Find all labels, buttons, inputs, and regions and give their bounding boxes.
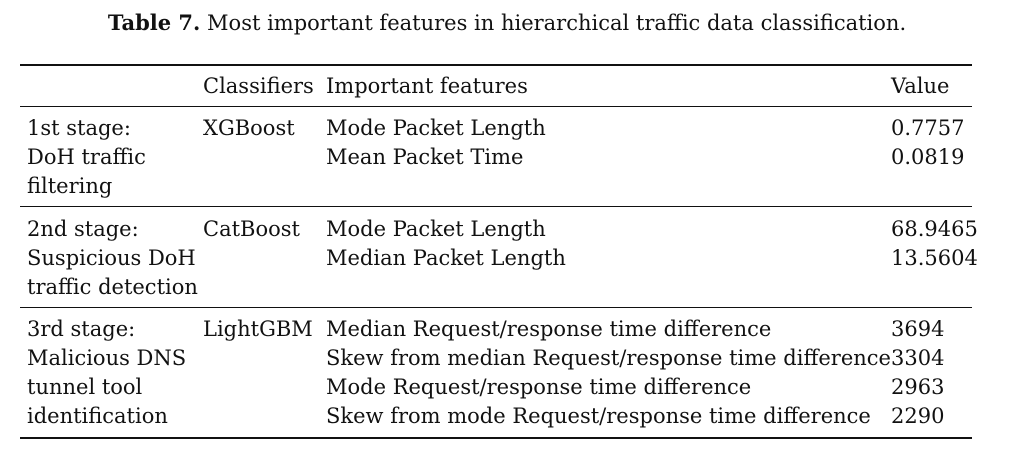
feature-cell: Mode Packet Length: [326, 116, 546, 140]
value-cell: 0.7757: [891, 116, 965, 140]
feature-cell: Median Packet Length: [326, 246, 566, 270]
classifier-cell-3: LightGBM: [203, 317, 313, 341]
header-classifiers: Classifiers: [203, 74, 314, 98]
feature-cell: Mean Packet Time: [326, 145, 524, 169]
stage-cell-3: 3rd stage: Malicious DNS tunnel tool ide…: [27, 315, 186, 431]
feature-cell: Skew from mode Request/response time dif…: [326, 404, 871, 428]
stage-line: identification: [27, 404, 168, 428]
header-value: Value: [891, 74, 950, 98]
group-rule: [20, 307, 972, 308]
stage-cell-1: 1st stage: DoH traffic filtering: [27, 114, 146, 201]
value-cell: 2290: [891, 404, 945, 428]
value-cell: 68.9465: [891, 217, 978, 241]
value-cell: 0.0819: [891, 145, 965, 169]
table-caption: Table 7. Most important features in hier…: [0, 10, 1014, 35]
feature-cell: Median Request/response time difference: [326, 317, 772, 341]
feature-cell: Skew from median Request/response time d…: [326, 346, 891, 370]
header-rule: [20, 106, 972, 107]
stage-line: 2nd stage:: [27, 217, 139, 241]
feature-cell: Mode Packet Length: [326, 217, 546, 241]
group-rule: [20, 206, 972, 207]
feature-cell: Mode Request/response time difference: [326, 375, 752, 399]
value-cell: 13.5604: [891, 246, 978, 270]
stage-line: traffic detection: [27, 275, 198, 299]
value-cell: 3304: [891, 346, 945, 370]
stage-line: tunnel tool: [27, 375, 143, 399]
classifier-cell-2: CatBoost: [203, 217, 300, 241]
value-cell: 3694: [891, 317, 945, 341]
header-important-features: Important features: [326, 74, 528, 98]
bottom-rule: [20, 437, 972, 439]
stage-cell-2: 2nd stage: Suspicious DoH traffic detect…: [27, 215, 198, 302]
stage-line: filtering: [27, 174, 113, 198]
classifier-cell-1: XGBoost: [203, 116, 295, 140]
top-rule: [20, 64, 972, 66]
stage-line: 3rd stage:: [27, 317, 136, 341]
caption-label: Table 7.: [107, 10, 201, 35]
stage-line: DoH traffic: [27, 145, 146, 169]
stage-line: 1st stage:: [27, 116, 131, 140]
stage-line: Malicious DNS: [27, 346, 187, 370]
caption-text: Most important features in hierarchical …: [207, 11, 907, 35]
stage-line: Suspicious DoH: [27, 246, 196, 270]
value-cell: 2963: [891, 375, 945, 399]
